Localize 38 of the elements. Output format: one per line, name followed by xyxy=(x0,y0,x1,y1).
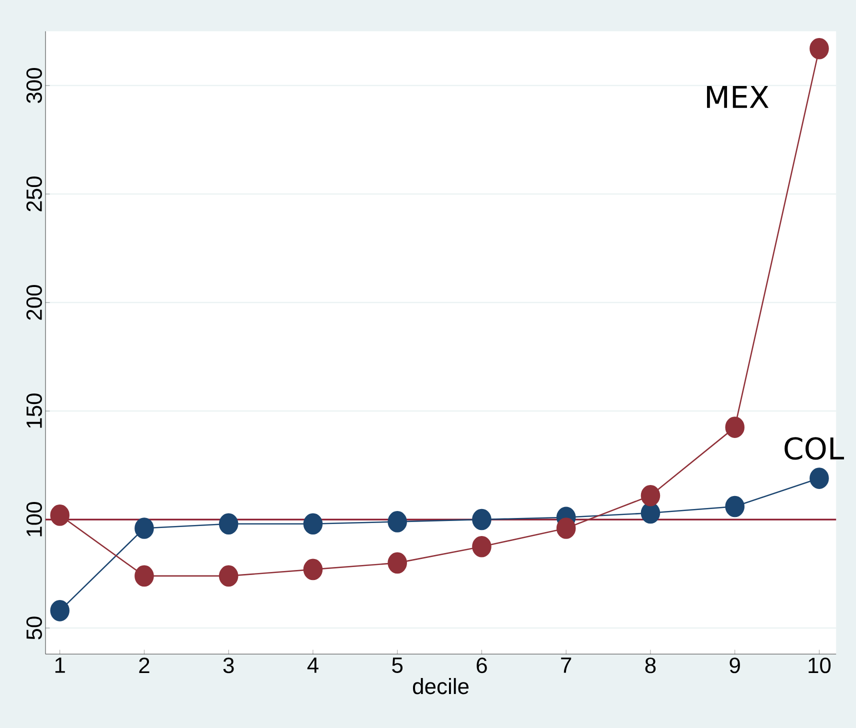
y-tick-label: 50 xyxy=(26,616,42,640)
x-tick-label: 7 xyxy=(561,658,572,673)
point xyxy=(472,536,492,558)
x-tick-label: 10 xyxy=(808,658,831,674)
x-tick-label: 4 xyxy=(307,658,318,673)
x-axis-title: decile xyxy=(413,678,469,694)
x-tick-label: 5 xyxy=(392,658,403,673)
series-label: COL xyxy=(784,437,844,460)
point xyxy=(303,513,323,535)
point xyxy=(134,518,154,539)
series-label: MEX xyxy=(707,86,769,108)
y-tick-label: 200 xyxy=(26,285,42,320)
point xyxy=(218,513,238,535)
y-tick-label: 100 xyxy=(26,502,42,536)
x-tick-label: 3 xyxy=(223,658,234,674)
x-tick-label: 2 xyxy=(139,658,150,673)
x-tick-label: 1 xyxy=(55,658,65,673)
x-tick-label: 6 xyxy=(476,658,487,674)
point xyxy=(388,511,407,532)
x-tick-label: 9 xyxy=(730,658,740,674)
point xyxy=(810,468,829,489)
point xyxy=(134,565,154,587)
x-tick-label: 8 xyxy=(645,658,656,674)
point xyxy=(388,552,407,574)
y-tick-label: 150 xyxy=(26,394,42,428)
point xyxy=(218,565,238,587)
point xyxy=(810,38,829,60)
point xyxy=(472,508,492,530)
point xyxy=(50,600,70,622)
point xyxy=(640,485,660,506)
point xyxy=(303,558,323,580)
point xyxy=(556,518,576,539)
point xyxy=(725,496,744,518)
y-tick-label: 300 xyxy=(26,68,42,104)
point xyxy=(50,504,70,526)
point xyxy=(640,502,660,524)
point xyxy=(725,416,744,438)
y-tick-label: 250 xyxy=(26,176,42,212)
